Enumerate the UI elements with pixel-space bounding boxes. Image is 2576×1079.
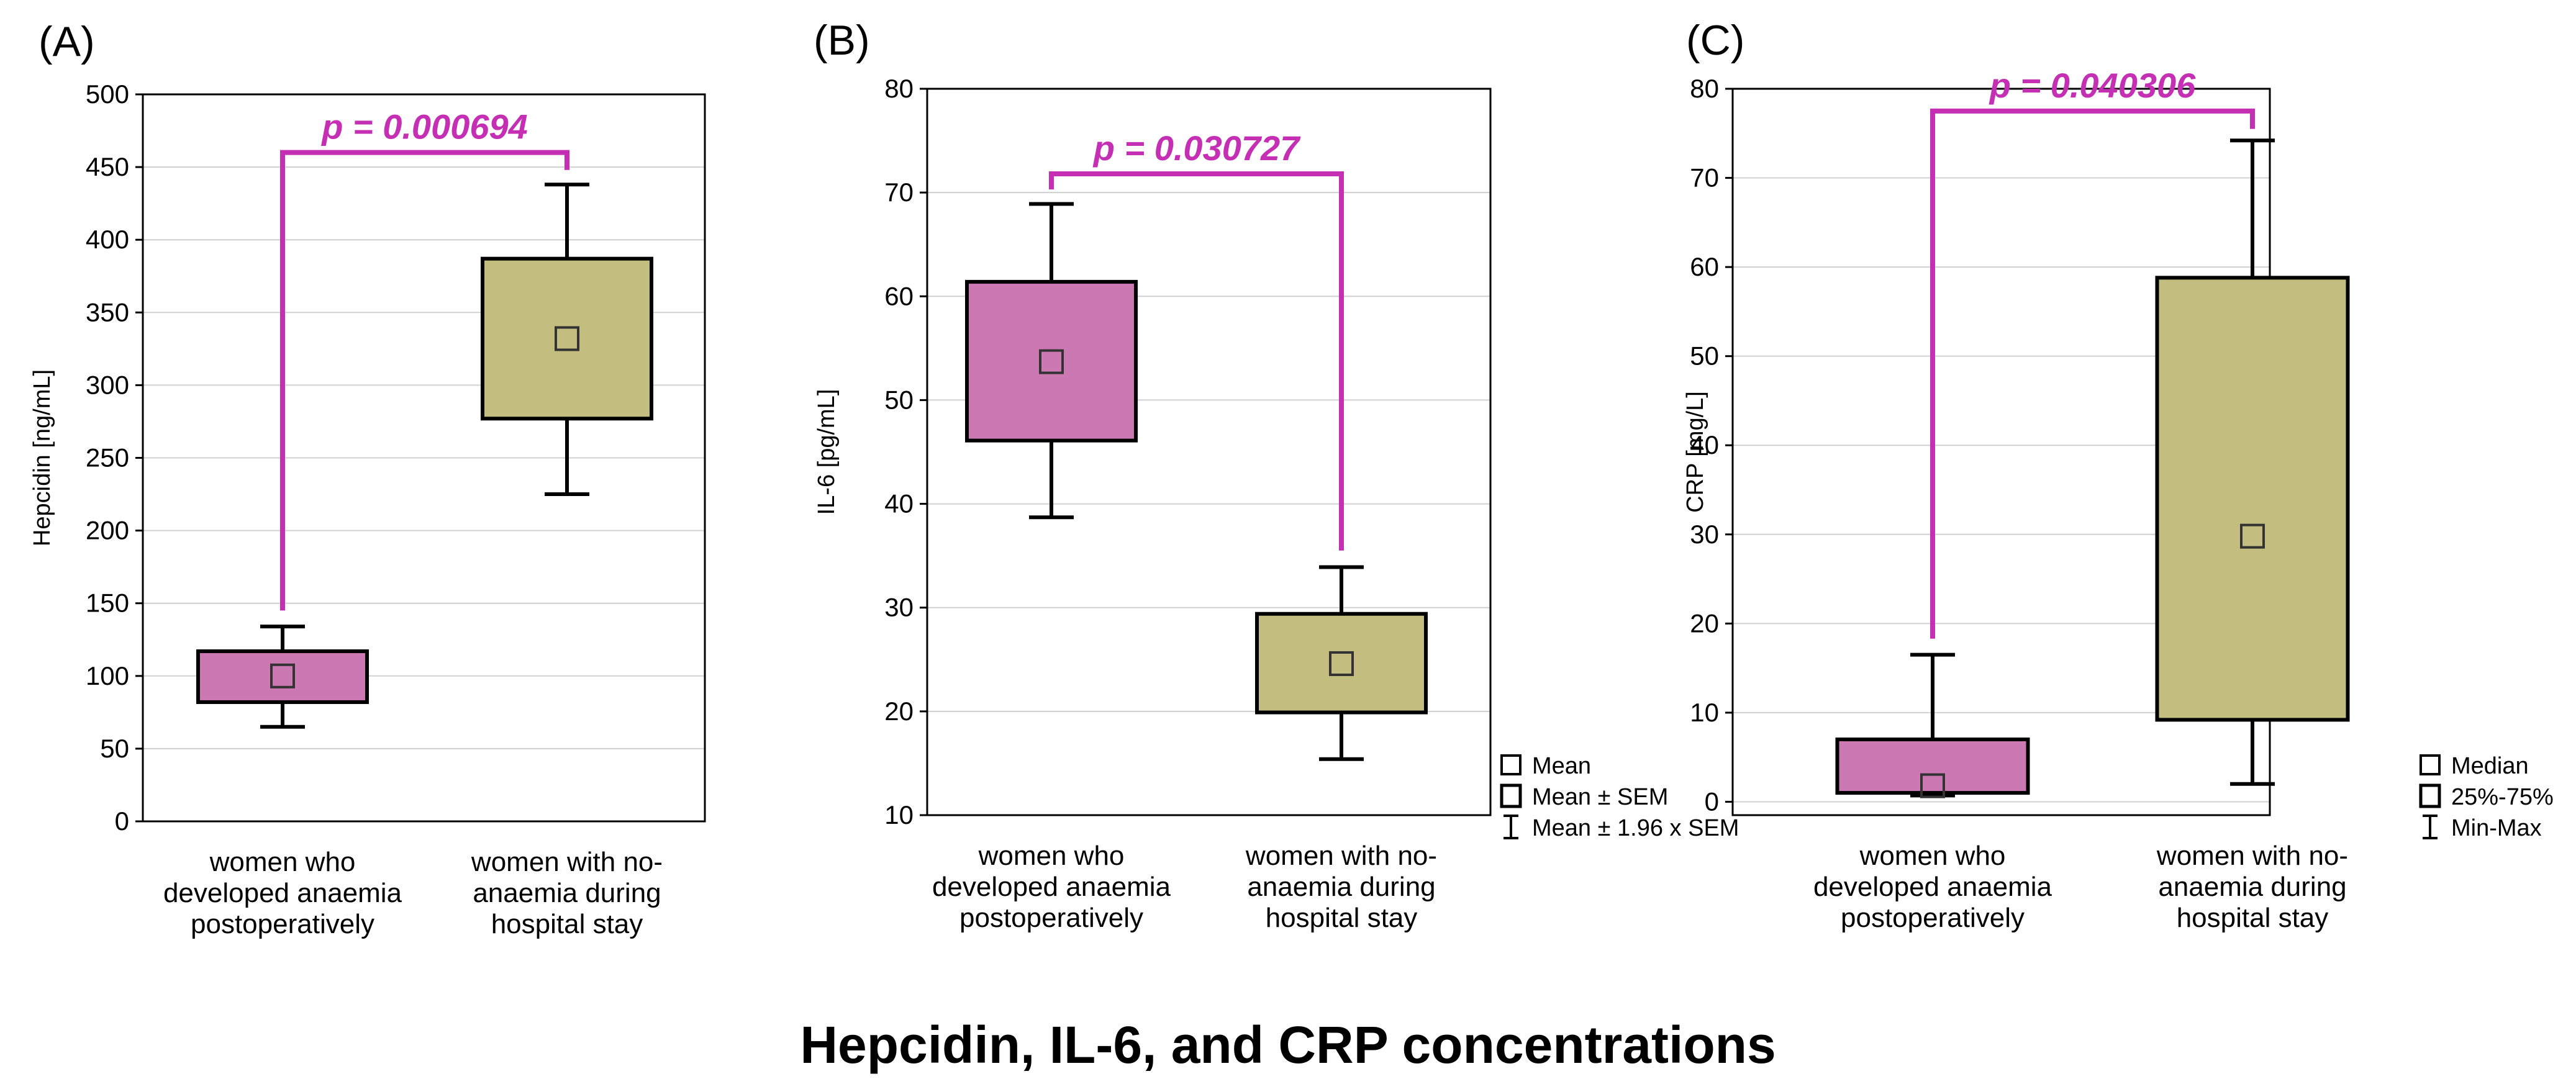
y-axis-label: CRP [mg/L]	[1682, 391, 1708, 513]
legend-label: 25%-75%	[2451, 784, 2554, 810]
y-tick-label: 250	[86, 443, 129, 472]
category-label: women who	[978, 841, 1125, 871]
y-tick-label: 30	[884, 593, 914, 622]
y-tick-label: 80	[884, 74, 914, 103]
category-label: anaemia during	[1247, 872, 1435, 902]
y-tick-label: 20	[884, 697, 914, 726]
y-tick-label: 40	[1690, 430, 1719, 459]
y-tick-label: 80	[1690, 74, 1719, 103]
y-tick-label: 70	[884, 178, 914, 207]
y-tick-label: 150	[86, 589, 129, 618]
plot-frame	[142, 93, 706, 823]
category-label: developed anaemia	[163, 878, 402, 908]
legend-whisker-icon	[2423, 815, 2438, 839]
legend-box-icon	[1500, 783, 1522, 808]
center-marker	[270, 663, 295, 688]
legend-marker-icon	[2420, 754, 2441, 775]
category-label: women who	[1859, 841, 2006, 871]
y-tick-label: 70	[1690, 163, 1719, 192]
panel-label: (A)	[39, 18, 95, 65]
chart-panel-1: (A) 0 50 100 150 200 250 300 350 400 450 500 Hepcidi…	[29, 18, 706, 939]
legend-box-icon	[2419, 783, 2441, 808]
chart-panel-2: (B) 10 20 30 40 50 60 70 80 IL-6 [pg/mL] women who…	[814, 17, 1739, 933]
box-series-1	[1835, 652, 2030, 798]
y-tick-label: 400	[86, 225, 129, 254]
y-tick-label: 20	[1690, 608, 1719, 638]
box-series-1	[965, 202, 1138, 520]
legend: Mean Mean ± SEM Mean ± 1.96 x SEM	[1500, 753, 1739, 841]
category-label: postoperatively	[191, 909, 374, 939]
legend: Median 25%-75% Min-Max	[2419, 753, 2554, 841]
y-tick-label: 10	[1690, 698, 1719, 727]
category-label: women who	[209, 847, 356, 877]
legend-marker-icon	[1500, 754, 1522, 775]
box	[2155, 276, 2350, 722]
y-tick-label: 0	[1705, 787, 1719, 816]
category-label: postoperatively	[959, 903, 1143, 933]
y-tick-label: 450	[86, 152, 129, 181]
y-tick-label: 500	[86, 79, 129, 109]
center-marker	[2240, 523, 2265, 549]
category-label: anaemia during	[473, 878, 661, 908]
y-tick-label: 200	[86, 516, 129, 545]
y-tick-label: 40	[884, 489, 914, 518]
figure-title: Hepcidin, IL-6, and CRP concentrations	[800, 1016, 1776, 1074]
box	[1255, 612, 1428, 715]
legend-label: Mean	[1532, 753, 1591, 779]
p-value-label: p = 0.030727	[1092, 129, 1301, 168]
chart-panel-3: (C) 0 10 20 30 40 50 60 70 80 CRP [mg/L] women whod…	[1682, 17, 2554, 933]
center-marker	[1329, 651, 1354, 676]
y-tick-label: 50	[100, 734, 129, 763]
panel-label: (B)	[814, 17, 870, 64]
category-label: hospital stay	[491, 909, 643, 939]
legend-label: Mean ± 1.96 x SEM	[1532, 815, 1739, 841]
y-tick-label: 10	[884, 800, 914, 829]
y-tick-label: 0	[115, 806, 129, 836]
box	[965, 279, 1138, 443]
box	[1835, 737, 2030, 795]
box	[481, 256, 653, 421]
center-marker	[1920, 773, 1945, 798]
legend-whisker-icon	[1503, 815, 1518, 839]
panel-label: (C)	[1686, 17, 1744, 64]
y-tick-label: 50	[1690, 341, 1719, 371]
y-tick-label: 50	[884, 385, 914, 414]
y-axis-label: Hepcidin [ng/mL]	[29, 369, 55, 546]
y-tick-label: 100	[86, 661, 129, 690]
center-marker	[1039, 349, 1064, 374]
y-tick-label: 350	[86, 297, 129, 327]
y-tick-label: 60	[1690, 252, 1719, 281]
category-label: women with no-	[1245, 841, 1437, 871]
legend-label: Min-Max	[2451, 815, 2542, 841]
category-label: women with no-	[2156, 841, 2348, 871]
box-series-2	[1255, 565, 1428, 761]
p-value-label: p = 0.000694	[320, 107, 528, 147]
center-marker	[555, 326, 579, 351]
p-value-bracket	[280, 150, 569, 611]
category-label: hospital stay	[2177, 903, 2329, 933]
y-tick-label: 60	[884, 281, 914, 310]
p-value-bracket	[1930, 108, 2255, 639]
legend-label: Mean ± SEM	[1532, 784, 1668, 810]
box-series-2	[481, 183, 653, 497]
box-series-1	[196, 625, 369, 729]
plot-frame	[926, 88, 1492, 816]
legend-label: Median	[2451, 753, 2529, 779]
category-label: developed anaemia	[932, 872, 1171, 902]
box	[196, 649, 369, 704]
y-tick-label: 30	[1690, 520, 1719, 549]
y-axis-label: IL-6 [pg/mL]	[814, 389, 840, 515]
category-label: developed anaemia	[1813, 872, 2052, 902]
category-label: anaemia during	[2158, 872, 2346, 902]
category-label: hospital stay	[1266, 903, 1418, 933]
p-value-bracket	[1049, 171, 1344, 551]
y-tick-label: 300	[86, 370, 129, 399]
p-value-label: p = 0.040306	[1989, 66, 2196, 105]
box-series-2	[2155, 138, 2350, 786]
box-plot-figure: (A)050100150200250300350400450500Hepcidi…	[29, 17, 2554, 939]
category-label: women with no-	[471, 847, 663, 877]
category-label: postoperatively	[1841, 903, 2025, 933]
